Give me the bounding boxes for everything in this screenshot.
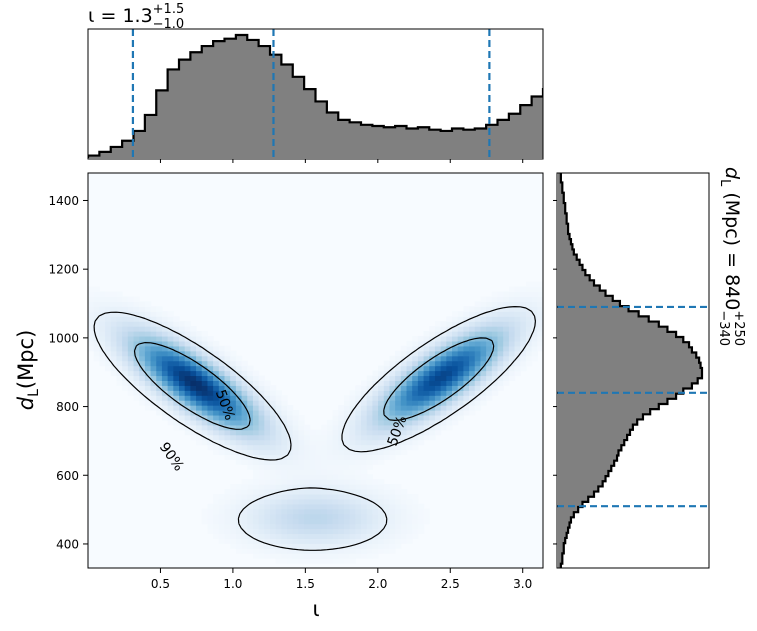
top-histogram-title: ι = 1.3+1.5 −1.0 [88,2,184,32]
y-tick-label: 800 [56,400,79,414]
x-tick-label: 2.0 [368,577,387,591]
credible-contours [93,306,536,551]
top-title-plus: +1.5 [153,2,185,17]
main-density-panel: 50%90%50% 0.5 1.0 1.5 2.0 2.5 3.0 40060080010… [14,172,544,621]
right-title-sub: L [717,179,732,187]
y-axis-label: dL(Mpc) [14,330,42,411]
y-label-sub: L [26,389,42,397]
density-heatmap [88,281,543,564]
contour-50pct [133,337,495,430]
top-histogram-frame [87,28,544,160]
right-title-minus: −340 [716,310,731,346]
right-histogram-ticks [553,199,557,545]
right-histogram-title: dL (Mpc) = 840+250−340 [716,167,746,346]
right-title-mid: (Mpc) = [721,186,743,274]
top-histogram-outline [88,33,543,158]
contour-90pct [93,306,536,551]
right-histogram-outline [558,173,704,568]
x-tick-label: 0.5 [151,577,170,591]
main-panel-frame [87,172,544,569]
right-histogram-fill [558,173,702,568]
top-histogram-ticks [159,159,524,163]
right-title-prefix: d [721,167,743,180]
top-title-median: 1.3 [122,5,152,27]
right-histogram-panel: dL (Mpc) = 840+250−340 [553,167,746,569]
top-title-prefix: ι = [88,5,122,27]
y-tick-label: 1200 [48,263,79,277]
right-title-median: 840 [721,274,743,310]
x-tick-label: 2.5 [441,577,460,591]
right-quantile-lines [557,305,709,508]
top-histogram-panel: ι = 1.3+1.5 −1.0 [87,2,544,163]
y-tick-label: 1400 [48,194,79,208]
y-label-main: d [14,396,38,410]
x-tick-label: 1.0 [223,577,242,591]
x-axis-ticks: 0.5 1.0 1.5 2.0 2.5 3.0 [151,568,532,591]
top-title-minus: −1.0 [153,17,185,32]
y-label-unit: (Mpc) [14,330,38,389]
y-tick-label: 600 [56,469,79,483]
y-axis-ticks: 400 600 800 1000 1200 1400 [48,194,88,551]
x-axis-label: ι [312,597,319,621]
top-histogram-fill [88,35,543,158]
y-tick-label: 400 [56,537,79,551]
y-tick-label: 1000 [48,331,79,345]
x-tick-label: 1.5 [296,577,315,591]
right-histogram-frame [556,172,710,569]
x-tick-label: 3.0 [513,577,532,591]
right-title-plus: +250 [731,310,746,346]
